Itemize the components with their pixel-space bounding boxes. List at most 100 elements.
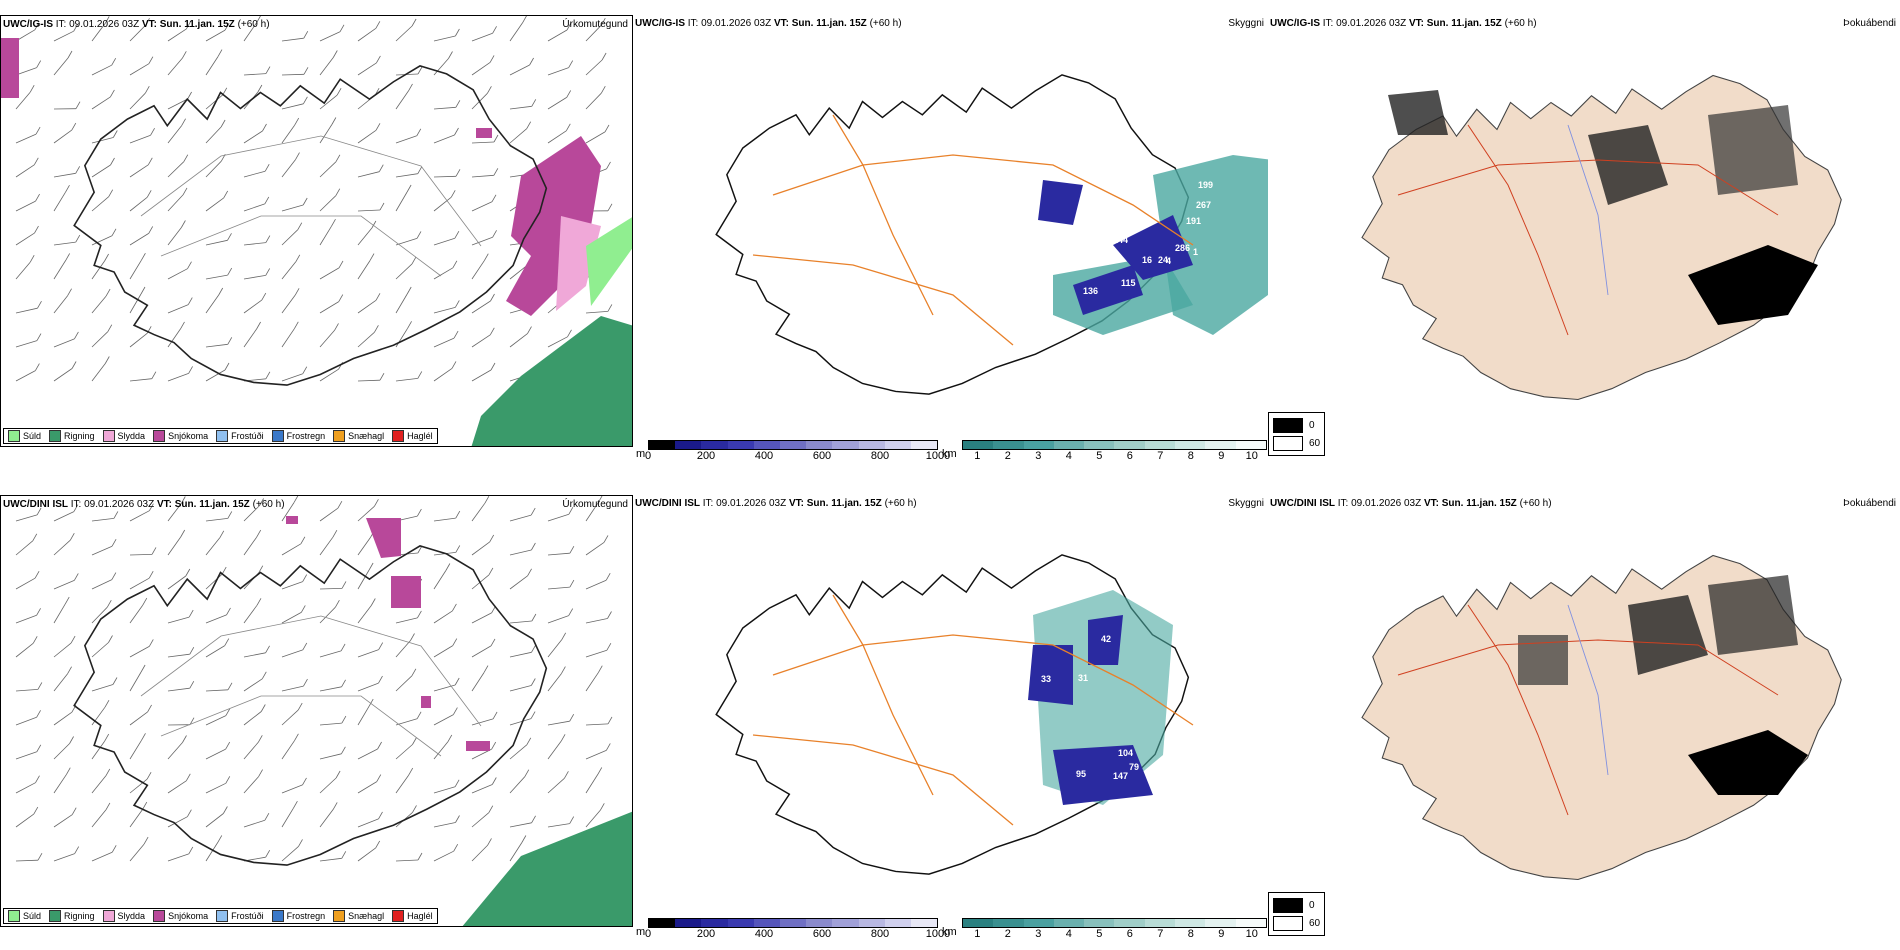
ceiling-tick: 0	[644, 450, 652, 462]
legend-swatch	[392, 430, 405, 442]
precip-legend: Súld Rigning Slydda Snjókoma Frostúði Frostre…	[3, 908, 438, 924]
ceiling-label: 4	[1166, 256, 1171, 266]
ceiling-unit: m	[636, 926, 646, 938]
ceiling-tick: 600	[812, 928, 832, 940]
ceiling-label: 136	[1083, 286, 1098, 296]
visibility-tick: 4	[1065, 450, 1072, 462]
panel-header: UWC/DINI ISL IT: 09.01.2026 03Z VT: Sun.…	[3, 499, 285, 510]
legend-item: Rigning	[49, 430, 95, 442]
legend-item: Slydda	[102, 910, 145, 922]
visibility-tick: 9	[1218, 928, 1225, 940]
visibility-tick: 6	[1126, 450, 1133, 462]
fog-swatch-dark	[1273, 417, 1303, 433]
ceiling-label: 104	[1118, 748, 1133, 758]
visibility-tick: 3	[1035, 928, 1042, 940]
legend-item: Snæhagl	[333, 430, 384, 442]
ceiling-tick: 400	[754, 928, 774, 940]
legend-swatch	[271, 430, 284, 442]
legend-swatch	[333, 910, 346, 922]
ceiling-tick: 600	[812, 450, 832, 462]
legend-item: Snjókoma	[153, 910, 208, 922]
panel-header: UWC/IG-IS IT: 09.01.2026 03Z VT: Sun. 11…	[1270, 18, 1537, 29]
legend-swatch	[216, 910, 229, 922]
visibility-tick: 1	[974, 450, 981, 462]
panel-title: Þokuábendi	[1843, 18, 1896, 29]
ceiling-colorbar: 0 200 400 600 800 1000 m	[636, 440, 950, 464]
legend-swatch	[102, 430, 115, 442]
ceiling-label: 79	[1129, 762, 1139, 772]
visibility-tick: 5	[1096, 450, 1103, 462]
panel-header: UWC/DINI ISL IT: 09.01.2026 03Z VT: Sun.…	[635, 498, 917, 509]
visibility-tick: 8	[1187, 450, 1194, 462]
visibility-tick: 8	[1187, 928, 1194, 940]
ceiling-unit: m	[636, 448, 646, 460]
visibility-tick: 2	[1004, 450, 1011, 462]
visibility-colorbar: 1 2 3 4 5 6 7 8 9 10 km	[942, 440, 1267, 464]
visibility-unit: km	[942, 926, 957, 938]
ceiling-label: 191	[1186, 216, 1201, 226]
visibility-tick: 10	[1245, 450, 1258, 462]
panel-title: Úrkomutegund	[562, 19, 628, 30]
cloud-map: 199 267 191 286 115 136 144 16 244 1	[715, 74, 1268, 395]
fog-swatch-dark	[1273, 897, 1303, 913]
ceiling-label: 147	[1113, 771, 1128, 781]
legend-item: Súld	[8, 430, 41, 442]
ceiling-label: 199	[1198, 180, 1213, 190]
visibility-unit: km	[942, 448, 957, 460]
ceiling-label: 42	[1101, 634, 1111, 644]
fog-swatch-light	[1273, 435, 1303, 451]
ceiling-label: 115	[1121, 278, 1136, 288]
ceiling-label: 267	[1196, 200, 1211, 210]
legend-swatch	[153, 430, 166, 442]
visibility-tick: 4	[1065, 928, 1072, 940]
legend-item: Súld	[8, 910, 41, 922]
legend-swatch	[49, 910, 62, 922]
ceiling-label: 33	[1041, 674, 1051, 684]
visibility-tick: 9	[1218, 450, 1225, 462]
panel-header: UWC/IG-IS IT: 09.01.2026 03Z VT: Sun. 11…	[635, 18, 902, 29]
legend-item: Snjókoma	[153, 430, 208, 442]
legend-item: Haglél	[392, 430, 433, 442]
legend-item: Snæhagl	[333, 910, 384, 922]
legend-item: Haglél	[392, 910, 433, 922]
precip-map	[15, 496, 632, 926]
visibility-tick: 10	[1245, 928, 1258, 940]
visibility-tick: 7	[1157, 928, 1164, 940]
ceiling-label: 16	[1142, 255, 1152, 265]
ceiling-tick: 200	[696, 928, 716, 940]
fog-swatch-light	[1273, 915, 1303, 931]
ceiling-label: 286	[1175, 243, 1190, 253]
precip-legend: Súld Rigning Slydda Snjókoma Frostúði Frostre…	[3, 428, 438, 444]
legend-swatch	[271, 910, 284, 922]
legend-swatch	[216, 430, 229, 442]
panel-header: UWC/IG-IS IT: 09.01.2026 03Z VT: Sun. 11…	[3, 19, 270, 30]
fog-map	[1361, 554, 1842, 881]
precip-type-panel: UWC/IG-IS IT: 09.01.2026 03Z VT: Sun. 11…	[0, 15, 633, 447]
precip-type-panel: UWC/DINI ISL IT: 09.01.2026 03Z VT: Sun.…	[0, 495, 633, 927]
ceiling-label: 144	[1113, 235, 1128, 245]
legend-item: Frostregn	[271, 430, 325, 442]
visibility-tick: 1	[974, 928, 981, 940]
legend-item: Frostregn	[271, 910, 325, 922]
ceiling-label: 1	[1193, 247, 1198, 257]
fog-legend: 0 60	[1268, 412, 1326, 456]
ceiling-tick: 200	[696, 450, 716, 462]
legend-swatch	[49, 430, 62, 442]
ceiling-tick: 1000	[925, 450, 951, 462]
ceiling-label: 24	[1158, 255, 1168, 265]
panel-title: Þokuábendi	[1843, 498, 1896, 509]
ceiling-label: 10	[1060, 830, 1070, 840]
legend-item: Slydda	[102, 430, 145, 442]
fog-indicator-panel: UWC/DINI ISL IT: 09.01.2026 03Z VT: Sun.…	[1268, 495, 1900, 950]
fog-map	[1361, 74, 1842, 401]
ceiling-label: 95	[1076, 769, 1086, 779]
legend-swatch	[8, 430, 20, 442]
visibility-tick: 6	[1126, 928, 1133, 940]
ceiling-label: 31	[1078, 673, 1088, 683]
visibility-tick: 5	[1096, 928, 1103, 940]
legend-swatch	[392, 910, 405, 922]
cloud-visibility-panel: 95 104 147 79 31 33 42 10 UWC/DINI ISL IT: 09.0…	[633, 495, 1268, 950]
fog-indicator-panel: UWC/IG-IS IT: 09.01.2026 03Z VT: Sun. 11…	[1268, 15, 1900, 470]
visibility-tick: 3	[1035, 450, 1042, 462]
